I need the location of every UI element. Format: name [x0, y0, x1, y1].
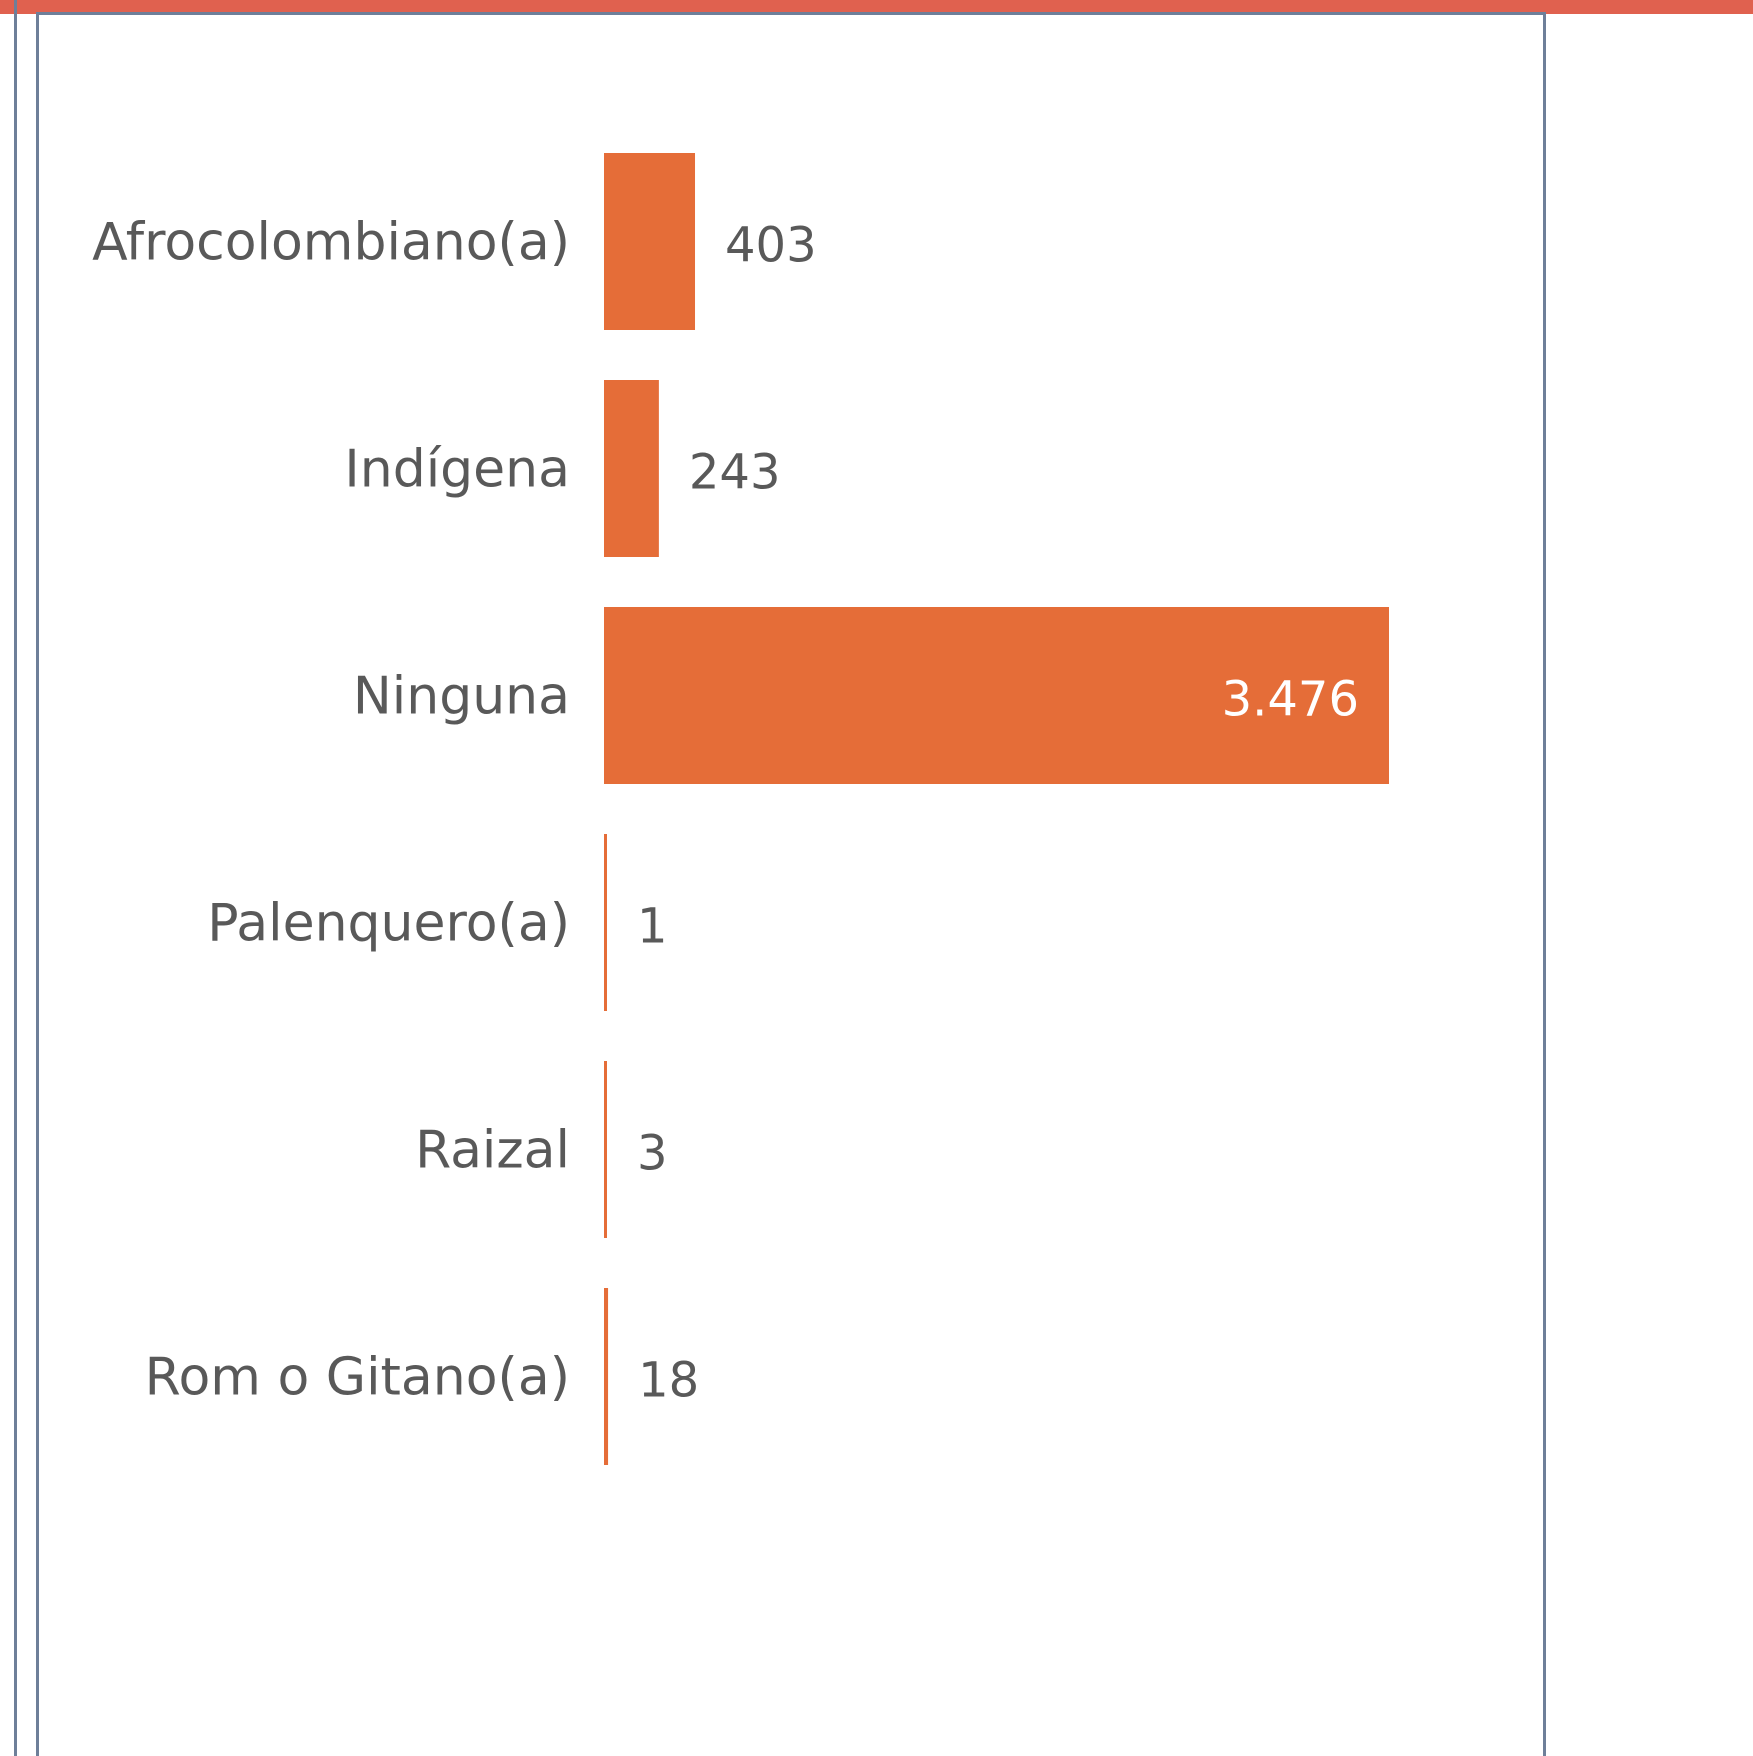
chart-panel — [36, 12, 1546, 1756]
category-label: Rom o Gitano(a) — [145, 1348, 570, 1408]
category-labels: Afrocolombiano(a) Indígena Ninguna Palenque… — [92, 213, 570, 1408]
bars-layer — [604, 153, 1389, 1465]
value-label: 1 — [637, 899, 668, 955]
top-accent-bar — [0, 0, 1753, 14]
category-label: Ninguna — [353, 667, 570, 727]
bar-4 — [604, 1061, 607, 1238]
bar-0 — [604, 153, 696, 330]
bar-1 — [604, 380, 659, 557]
left-accent-block — [0, 0, 14, 14]
category-label: Indígena — [344, 440, 570, 500]
value-label: 243 — [689, 445, 781, 501]
category-label: Palenquero(a) — [207, 894, 570, 954]
value-label: 18 — [638, 1353, 699, 1409]
left-frame-line — [14, 0, 17, 1756]
category-label: Raizal — [415, 1121, 570, 1181]
category-label: Afrocolombiano(a) — [92, 213, 570, 273]
value-label: 403 — [725, 218, 817, 274]
bar-3 — [604, 834, 607, 1011]
bar-5 — [604, 1288, 609, 1465]
bar-2 — [604, 607, 1389, 784]
value-labels: 403 243 3.476 1 3 18 — [637, 218, 1359, 1409]
value-label: 3 — [637, 1126, 668, 1182]
value-label: 3.476 — [1222, 672, 1359, 728]
